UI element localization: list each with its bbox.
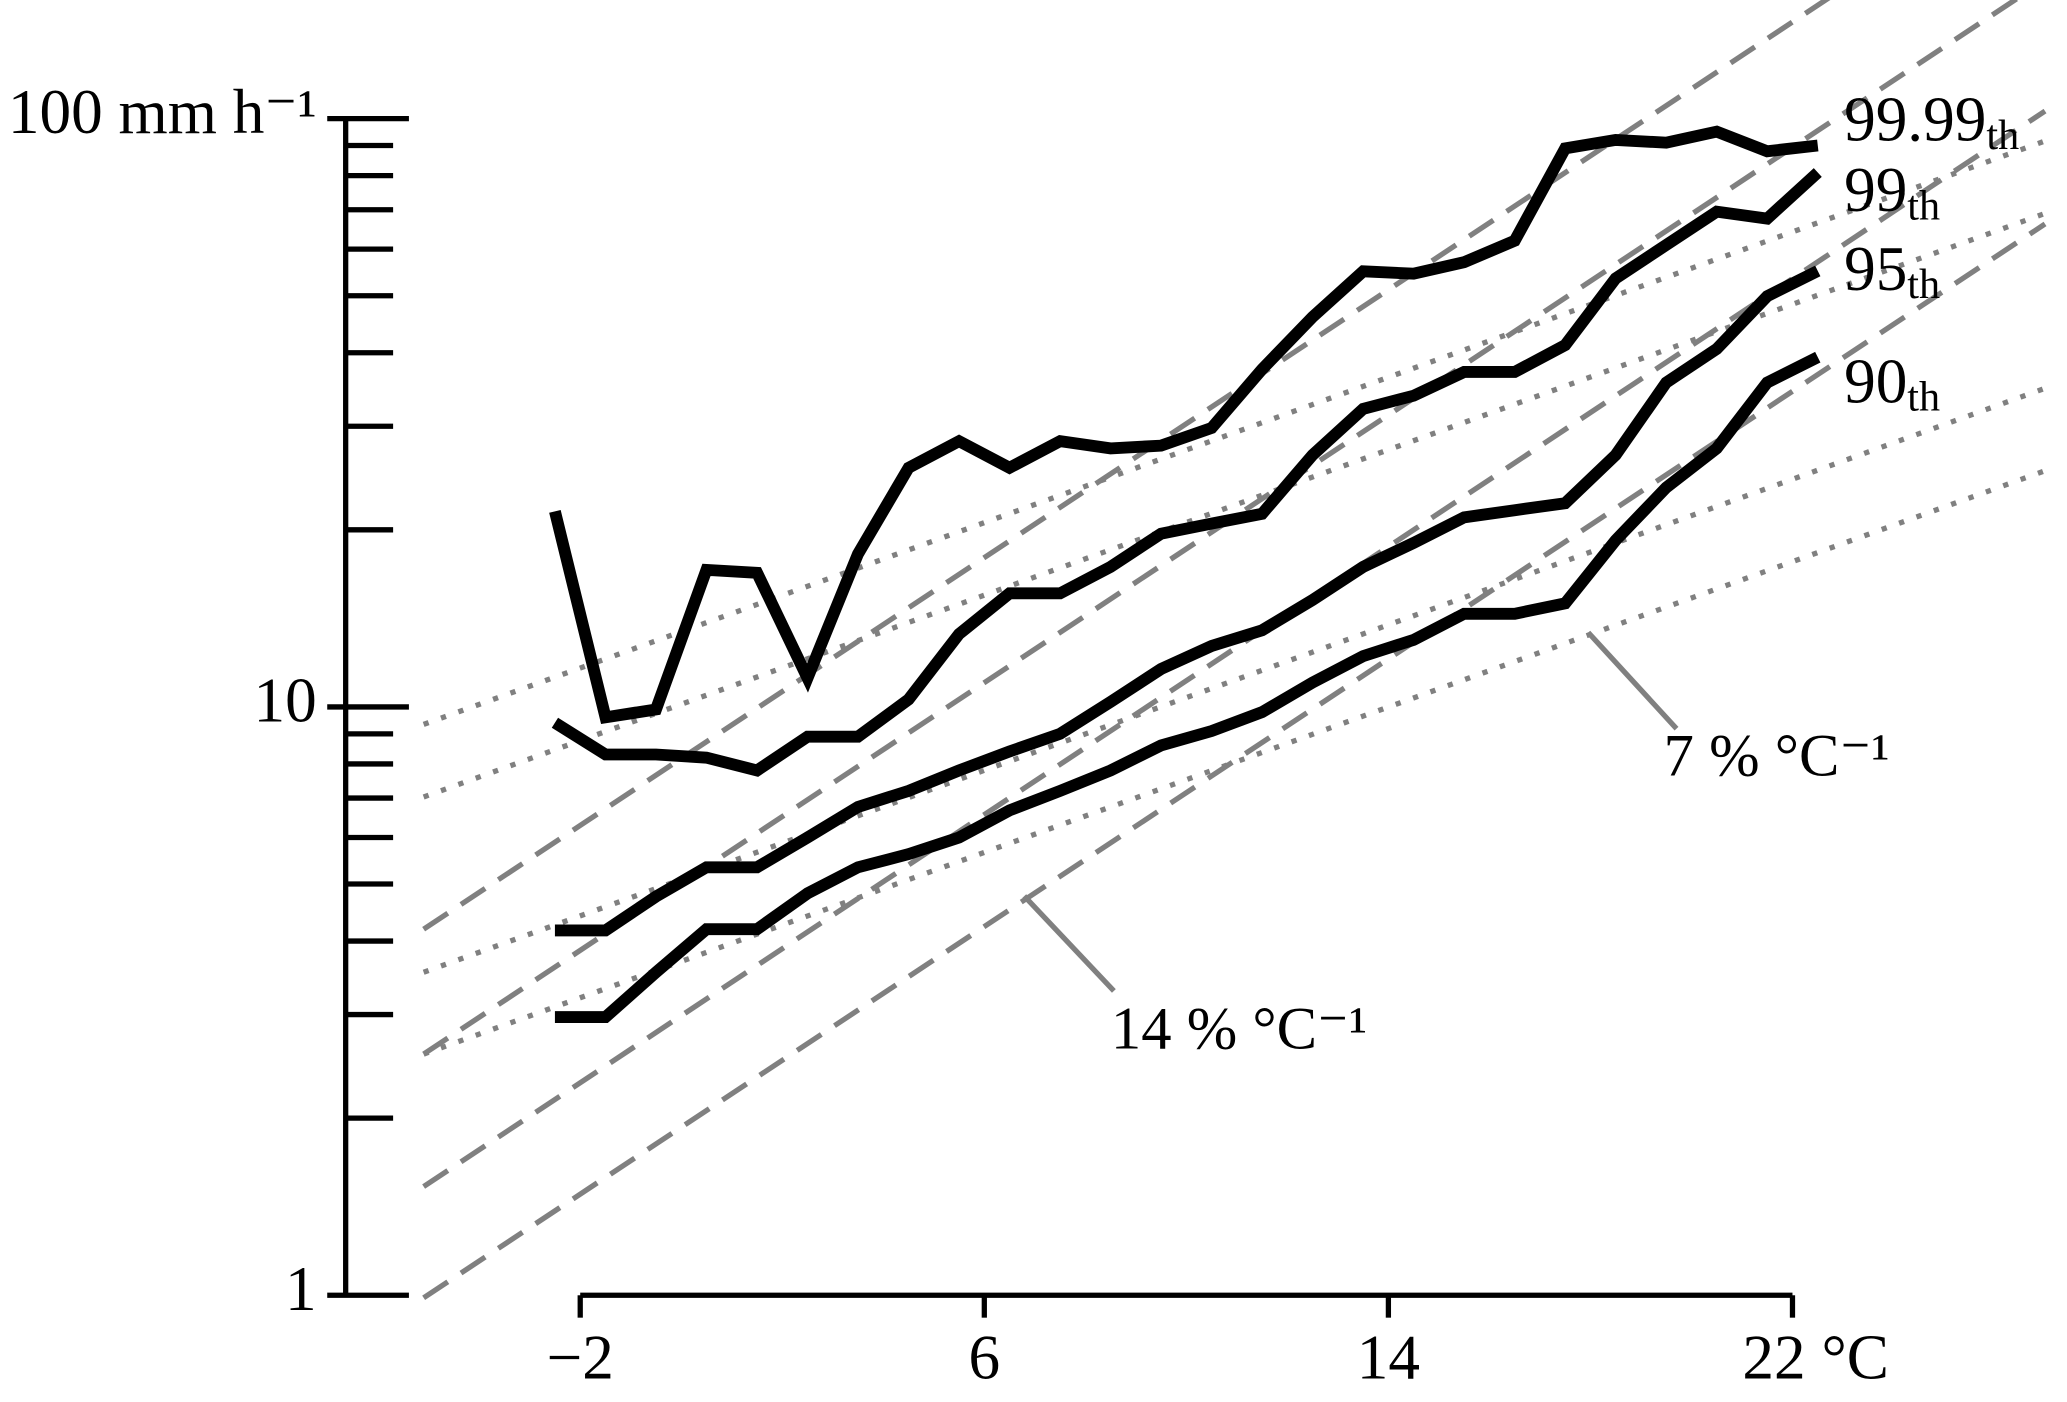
reference-line (422, 210, 2046, 800)
series-line (551, 168, 1822, 777)
annotation-pointer (1022, 894, 1116, 993)
series-label: 99th (1844, 155, 1940, 229)
series-line (554, 265, 1821, 937)
y-tick-label: 100 mm h⁻¹ (8, 77, 317, 147)
series-label: 95th (1844, 233, 1940, 307)
x-tick-label: 22 °C (1742, 1322, 1889, 1392)
annotation-pointer (1586, 630, 1679, 731)
series-line (549, 125, 1819, 725)
annotation: 7 % °C⁻¹ (1664, 723, 1890, 790)
y-tick-label: 1 (285, 1254, 317, 1324)
series-line (554, 351, 1821, 1024)
y-tick-label: 10 (253, 665, 316, 735)
x-tick-label: 14 (1357, 1322, 1420, 1392)
x-tick-label: 6 (968, 1322, 1000, 1392)
reference-line (422, 221, 2047, 1301)
reference-line (422, 0, 1831, 932)
x-tick-label: −2 (547, 1322, 614, 1392)
series-label: 90th (1844, 346, 1940, 420)
annotation: 14 % °C⁻¹ (1111, 995, 1367, 1062)
series-label: 99.99th (1844, 84, 2019, 158)
